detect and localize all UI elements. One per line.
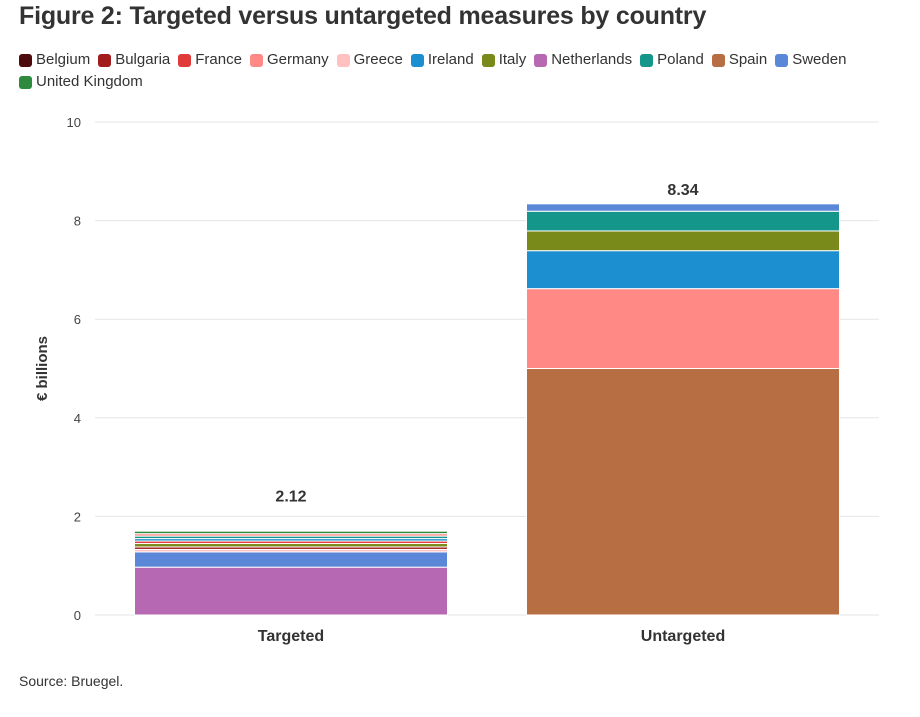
legend-item[interactable]: Poland xyxy=(640,51,704,69)
legend-label: Italy xyxy=(498,51,527,68)
legend-swatch xyxy=(178,53,192,67)
bar-total-label: 2.12 xyxy=(275,488,306,505)
bar-segment-poland xyxy=(526,210,840,232)
legend-swatch xyxy=(534,53,548,67)
legend-label: Bulgaria xyxy=(115,51,171,68)
legend-label: France xyxy=(195,51,242,68)
legend-item[interactable]: Netherlands xyxy=(534,51,632,69)
legend-item[interactable]: Bulgaria xyxy=(98,51,170,69)
legend-swatch xyxy=(336,53,350,67)
bar-segment-netherlands xyxy=(134,566,448,616)
legend-item[interactable]: United Kingdom xyxy=(19,73,143,91)
legend-item[interactable]: Italy xyxy=(481,51,527,69)
legend-item[interactable]: Belgium xyxy=(19,51,90,69)
bar-segment-italy xyxy=(526,230,840,252)
legend-swatch xyxy=(19,75,32,89)
x-category-label: Targeted xyxy=(258,628,324,645)
legend-swatch xyxy=(481,53,495,67)
legend-swatch xyxy=(410,53,424,67)
legend-label: Ireland xyxy=(427,51,474,68)
legend-swatch xyxy=(640,53,654,67)
legend-label: Netherlands xyxy=(551,51,633,68)
bar-total-label: 8.34 xyxy=(667,182,698,199)
chart-legend: Belgium Bulgaria France Germany Greece Irelan… xyxy=(19,51,914,91)
legend-label: Greece xyxy=(353,51,403,68)
legend-label: Germany xyxy=(266,51,329,68)
y-tick-label: 10 xyxy=(67,115,81,130)
bar-segment-united-kingdom xyxy=(134,530,448,535)
legend-swatch xyxy=(775,53,789,67)
chart-title: Figure 2: Targeted versus untargeted mea… xyxy=(19,2,707,30)
bar-segment-ireland xyxy=(526,250,840,290)
legend-item[interactable]: France xyxy=(178,51,242,69)
legend-swatch xyxy=(98,53,112,67)
bar-segment-sweden xyxy=(526,203,840,212)
bar-segment-italy xyxy=(134,543,448,548)
legend-item[interactable]: Spain xyxy=(711,51,768,69)
legend-item[interactable]: Ireland xyxy=(410,51,474,69)
y-axis-title: € billions xyxy=(34,336,51,401)
y-tick-label: 0 xyxy=(74,608,81,623)
x-category-label: Untargeted xyxy=(641,628,725,645)
y-tick-label: 2 xyxy=(74,509,81,524)
bar-segment-spain xyxy=(526,368,840,616)
y-tick-label: 6 xyxy=(74,312,81,327)
legend-item[interactable]: Sweden xyxy=(775,51,846,69)
legend-label: Sweden xyxy=(792,51,847,68)
legend-label: Spain xyxy=(728,51,768,68)
bar-segment-sweden xyxy=(134,551,448,568)
source-note: Source: Bruegel. xyxy=(19,673,124,689)
bar-segment-germany xyxy=(526,288,840,369)
y-tick-label: 8 xyxy=(74,214,81,229)
legend-label: Belgium xyxy=(36,51,91,68)
y-tick-label: 4 xyxy=(74,411,81,426)
legend-item[interactable]: Germany xyxy=(249,51,329,69)
legend-item[interactable]: Greece xyxy=(336,51,403,69)
legend-swatch xyxy=(19,53,32,67)
legend-swatch xyxy=(249,53,263,67)
legend-label: United Kingdom xyxy=(36,73,143,90)
legend-swatch xyxy=(711,53,725,67)
legend-label: Poland xyxy=(657,51,704,68)
